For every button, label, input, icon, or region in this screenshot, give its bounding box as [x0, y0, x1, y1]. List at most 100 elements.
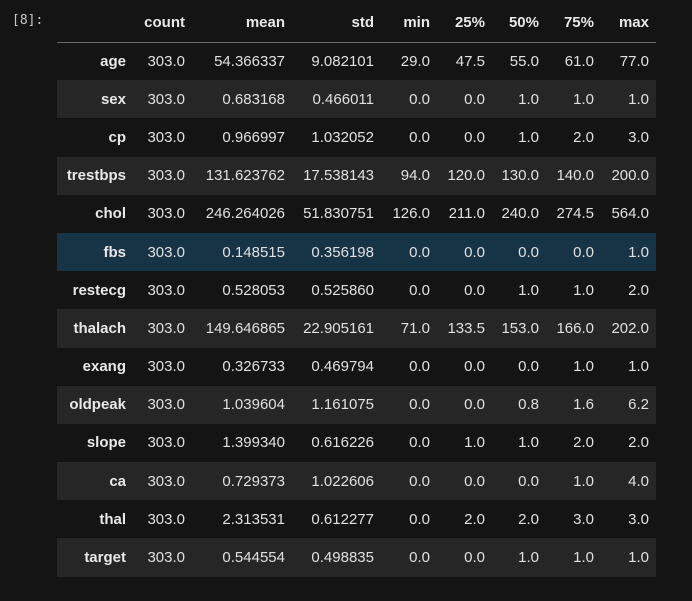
table-cell: 0.0 — [409, 90, 430, 108]
row-index-label: oldpeak — [69, 396, 126, 414]
table-row[interactable]: slope 303.0 1.399340 0.616226 0.0 1.0 1.0 2.0 2.… — [57, 423, 656, 463]
table-row[interactable]: age 303.0 54.366337 9.082101 29.0 47.5 55.0 61.… — [57, 42, 656, 81]
table-cell: 0.0 — [409, 128, 430, 146]
table-cell: 1.161075 — [311, 396, 374, 414]
table-cell: 0.0 — [464, 281, 485, 299]
table-cell: 0.356198 — [311, 243, 374, 261]
table-cell: 149.646865 — [205, 319, 285, 337]
table-cell: 1.0 — [573, 90, 594, 108]
table-cell: 1.0 — [628, 358, 649, 376]
table-cell: 140.0 — [556, 167, 594, 185]
table-row[interactable]: thalach 303.0 149.646865 22.905161 71.0 133.5… — [57, 309, 656, 348]
row-index-label: slope — [86, 434, 126, 452]
table-cell: 0.0 — [518, 472, 539, 490]
table-cell: 0.498835 — [311, 549, 374, 567]
table-cell: 94.0 — [400, 167, 430, 185]
table-cell: 1.0 — [628, 243, 649, 261]
table-cell: 1.6 — [573, 396, 594, 414]
table-cell: 120.0 — [447, 167, 485, 185]
table-row[interactable]: ca 303.0 0.729373 1.022606 0.0 0.0 0.0 1.0 4.0 — [57, 462, 656, 501]
table-cell: 0.148515 — [222, 243, 285, 261]
table-row[interactable]: oldpeak 303.0 1.039604 1.161075 0.0 0.0 0.8 1.6… — [57, 385, 656, 424]
table-cell: 1.0 — [573, 472, 594, 490]
table-cell: 133.5 — [447, 319, 485, 337]
table-cell: 1.0 — [518, 434, 539, 452]
table-cell: 9.082101 — [311, 52, 374, 70]
table-cell: 0.525860 — [311, 281, 374, 299]
table-cell: 0.469794 — [311, 358, 374, 376]
table-cell: 303.0 — [147, 52, 185, 70]
table-cell: 47.5 — [455, 52, 485, 70]
column-header: mean — [192, 4, 292, 43]
table-cell: 564.0 — [611, 205, 649, 223]
table-cell: 1.0 — [573, 549, 594, 567]
row-index-label: target — [84, 549, 126, 567]
table-cell: 1.0 — [518, 128, 539, 146]
table-cell: 0.466011 — [312, 90, 374, 108]
table-cell: 2.0 — [573, 128, 594, 146]
table-cell: 2.0 — [464, 510, 485, 528]
table-row[interactable]: restecg 303.0 0.528053 0.525860 0.0 0.0 1.0 1.0… — [57, 271, 656, 310]
table-cell: 3.0 — [573, 510, 594, 528]
table-cell: 0.0 — [464, 396, 485, 414]
table-cell: 303.0 — [147, 205, 185, 223]
table-cell: 0.0 — [464, 90, 485, 108]
table-cell: 0.0 — [464, 128, 485, 146]
table-cell: 0.0 — [409, 358, 430, 376]
table-cell: 0.0 — [464, 358, 485, 376]
row-index-label: fbs — [103, 243, 127, 261]
table-cell: 303.0 — [147, 243, 185, 261]
table-cell: 0.0 — [464, 549, 485, 567]
table-row[interactable]: thal 303.0 2.313531 0.612277 0.0 2.0 2.0 3.0 3.0 — [57, 500, 656, 539]
table-cell: 3.0 — [628, 510, 649, 528]
table-cell: 202.0 — [611, 319, 649, 337]
table-cell: 0.0 — [464, 472, 485, 490]
table-cell: 0.683168 — [222, 90, 285, 108]
table-cell: 51.830751 — [303, 205, 374, 223]
table-cell: 200.0 — [611, 167, 649, 185]
table-cell: 1.039604 — [222, 396, 285, 414]
table-cell: 1.0 — [628, 549, 649, 567]
row-index-label: ca — [109, 472, 126, 490]
table-row[interactable]: fbs 303.0 0.148515 0.356198 0.0 0.0 0.0 0.0 1.0 — [57, 232, 656, 272]
table-row[interactable]: cp 303.0 0.966997 1.032052 0.0 0.0 1.0 2.0 3.0 — [57, 118, 656, 157]
row-index-label: thalach — [73, 319, 126, 337]
table-cell: 1.0 — [464, 434, 485, 452]
row-index-label: restecg — [72, 281, 126, 299]
column-header: 25% — [437, 4, 492, 43]
column-header: max — [601, 4, 656, 43]
table-cell: 2.0 — [628, 281, 649, 299]
row-index-label: trestbps — [66, 167, 126, 185]
table-cell: 130.0 — [501, 167, 539, 185]
table-cell: 0.0 — [409, 472, 430, 490]
table-cell: 77.0 — [619, 52, 649, 70]
table-cell: 4.0 — [628, 472, 649, 490]
table-cell: 0.616226 — [311, 434, 374, 452]
table-cell: 0.729373 — [222, 472, 285, 490]
table-row[interactable]: target 303.0 0.544554 0.498835 0.0 0.0 1.0 1.0 1… — [57, 538, 656, 577]
cell-output: count mean std min 25% 50% 75% max age 30… — [57, 4, 656, 577]
table-cell: 71.0 — [400, 319, 430, 337]
table-cell: 2.0 — [518, 510, 539, 528]
table-cell: 0.0 — [464, 243, 485, 261]
table-cell: 0.0 — [409, 549, 430, 567]
table-cell: 1.0 — [573, 281, 594, 299]
row-index-label: thal — [99, 510, 126, 528]
table-row[interactable]: exang 303.0 0.326733 0.469794 0.0 0.0 0.0 1.0 1.… — [57, 347, 656, 386]
table-cell: 29.0 — [400, 52, 430, 70]
table-body: age 303.0 54.366337 9.082101 29.0 47.5 55.0 61.… — [57, 42, 656, 577]
table-cell: 211.0 — [448, 205, 485, 223]
table-row[interactable]: chol 303.0 246.264026 51.830751 126.0 211.0 24… — [57, 194, 656, 233]
table-cell: 1.399340 — [222, 434, 285, 452]
table-cell: 1.0 — [628, 90, 649, 108]
index-header — [57, 4, 133, 43]
table-cell: 1.0 — [573, 358, 594, 376]
table-row[interactable]: sex 303.0 0.683168 0.466011 0.0 0.0 1.0 1.0 1.0 — [57, 80, 656, 119]
table-cell: 303.0 — [147, 434, 185, 452]
column-header: 50% — [492, 4, 546, 43]
column-header: std — [292, 4, 381, 43]
table-cell: 0.966997 — [222, 128, 285, 146]
table-row[interactable]: trestbps 303.0 131.623762 17.538143 94.0 120.… — [57, 156, 656, 195]
table-cell: 303.0 — [147, 358, 185, 376]
table-cell: 0.0 — [409, 434, 430, 452]
